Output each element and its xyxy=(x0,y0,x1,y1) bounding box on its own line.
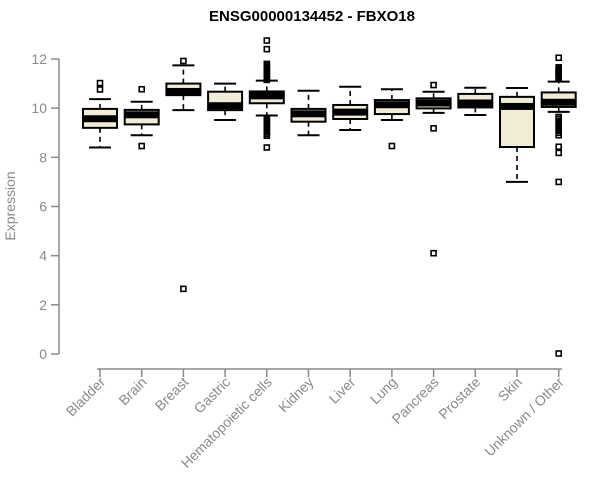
outlier-point xyxy=(263,45,271,53)
outlier-point xyxy=(555,143,563,151)
y-tick-label-10: 10 xyxy=(31,100,47,116)
boxplot-kidney xyxy=(290,89,327,137)
y-axis-title: Expression xyxy=(2,171,18,240)
x-category-label-brain: Brain xyxy=(115,374,149,408)
boxplot-unknown-other xyxy=(540,54,577,357)
median-bar xyxy=(333,108,368,116)
y-tick-label-12: 12 xyxy=(31,51,47,67)
boxplot-liver xyxy=(332,85,369,132)
outlier-point xyxy=(430,81,437,89)
outlier-point xyxy=(555,149,563,157)
x-category-label-bladder: Bladder xyxy=(63,374,109,420)
chart-title: ENSG00000134452 - FBXO18 xyxy=(209,8,415,25)
x-category-label-unknown-other: Unknown / Other xyxy=(481,374,567,460)
y-tick-label-6: 6 xyxy=(39,199,47,215)
median-bar xyxy=(124,111,159,119)
outlier-point xyxy=(430,249,437,257)
outlier-point xyxy=(180,285,187,293)
outlier-point xyxy=(555,54,563,62)
outlier-point xyxy=(263,144,271,151)
x-category-label-prostate: Prostate xyxy=(435,374,483,422)
outlier-point xyxy=(263,37,271,44)
median-bar xyxy=(291,110,326,118)
boxplot-brain xyxy=(123,85,160,150)
outlier-point xyxy=(263,76,271,84)
boxplot-skin xyxy=(499,87,535,183)
boxplot-pancreas xyxy=(415,81,452,257)
outlier-point xyxy=(263,132,271,139)
y-tick-label-0: 0 xyxy=(39,346,47,362)
outlier-point xyxy=(96,86,104,93)
boxplot-prostate xyxy=(457,86,494,117)
outlier-point xyxy=(388,142,396,150)
x-category-label-breast: Breast xyxy=(152,374,192,414)
y-tick-label-2: 2 xyxy=(39,297,47,313)
median-bar xyxy=(500,102,534,110)
median-bar xyxy=(458,99,493,107)
outlier-point xyxy=(555,350,563,357)
outlier-point xyxy=(555,75,563,83)
median-bar xyxy=(83,115,117,123)
median-bar xyxy=(166,87,201,95)
boxplot-lung xyxy=(373,88,410,150)
median-bar xyxy=(374,101,409,109)
y-axis: 0 2 4 6 8 10 12 Expression xyxy=(2,51,60,362)
outlier-point xyxy=(96,79,104,87)
outlier-point xyxy=(138,85,145,93)
outlier-point xyxy=(555,131,563,139)
y-tick-label-4: 4 xyxy=(39,248,47,264)
boxplot-bladder xyxy=(82,79,118,149)
y-tick-label-8: 8 xyxy=(39,149,47,165)
median-bar xyxy=(541,98,576,106)
x-category-label-kidney: Kidney xyxy=(275,374,317,416)
outlier-point xyxy=(138,142,145,150)
outlier-point xyxy=(555,178,563,186)
x-category-label-liver: Liver xyxy=(326,374,359,407)
outlier-point xyxy=(430,125,437,132)
median-bar xyxy=(249,92,284,100)
median-bar xyxy=(416,99,451,107)
x-category-label-lung: Lung xyxy=(367,374,400,407)
boxplot-gastric xyxy=(207,82,244,121)
outlier-point xyxy=(180,57,187,65)
boxplot-hematopoietic-cells xyxy=(248,37,285,151)
median-bar xyxy=(208,102,243,110)
boxplot-breast xyxy=(165,57,202,293)
x-category-label-skin: Skin xyxy=(495,374,526,405)
